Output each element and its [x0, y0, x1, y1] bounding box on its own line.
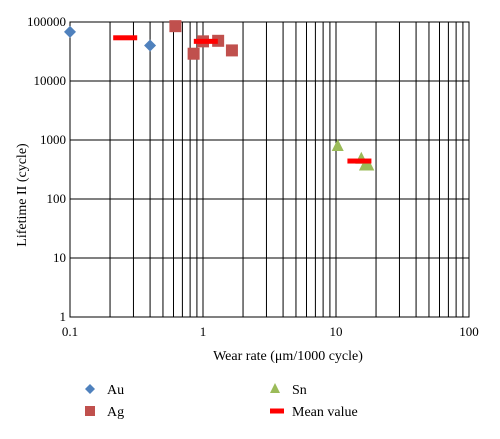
x-tick-label: 100 [459, 324, 479, 339]
x-tick-label: 0.1 [62, 324, 78, 339]
data-marks [64, 20, 375, 171]
y-tick-label: 100000 [27, 14, 66, 29]
legend-item-sn: Sn [270, 383, 307, 398]
plot-frame [69, 21, 470, 318]
legend-label-mean-value: Mean value [292, 405, 358, 420]
point-au [64, 25, 76, 38]
y-tick-labels: 1 10 100 1000 10000 100000 [27, 14, 66, 324]
legend-item-au: Au [85, 383, 124, 398]
x-tick-label: 1 [200, 324, 207, 339]
point-mean-value [193, 38, 218, 44]
point-ag [187, 47, 200, 60]
legend-marker-sn [270, 383, 280, 393]
point-ag [225, 44, 238, 57]
x-tick-labels: 0.1 1 10 100 [62, 324, 479, 339]
point-mean-value [113, 35, 138, 41]
legend-label-sn: Sn [292, 383, 307, 398]
point-mean-value [347, 158, 372, 164]
y-tick-label: 1 [60, 309, 67, 324]
x-tick-label: 10 [330, 324, 343, 339]
y-axis-title: Lifetime II (cycle) [15, 143, 30, 247]
legend-item-mean-value: Mean value [270, 405, 358, 420]
legend-item-ag: Ag [85, 405, 124, 420]
grid [69, 22, 469, 317]
legend: Au Ag Sn Mean value [85, 383, 358, 420]
legend-marker-au [85, 384, 95, 394]
legend-label-au: Au [107, 383, 124, 398]
point-sn [362, 158, 375, 171]
legend-marker-ag [85, 406, 95, 416]
point-ag [169, 20, 182, 33]
point-au [144, 39, 157, 52]
point-sn [331, 139, 344, 152]
legend-marker-mean-value [270, 408, 284, 414]
legend-label-ag: Ag [107, 405, 124, 420]
y-tick-label: 1000 [40, 132, 66, 147]
y-tick-label: 10 [53, 250, 66, 265]
x-axis-title: Wear rate (μm/1000 cycle) [213, 349, 363, 364]
y-tick-label: 10000 [34, 73, 67, 88]
y-tick-label: 100 [47, 191, 67, 206]
